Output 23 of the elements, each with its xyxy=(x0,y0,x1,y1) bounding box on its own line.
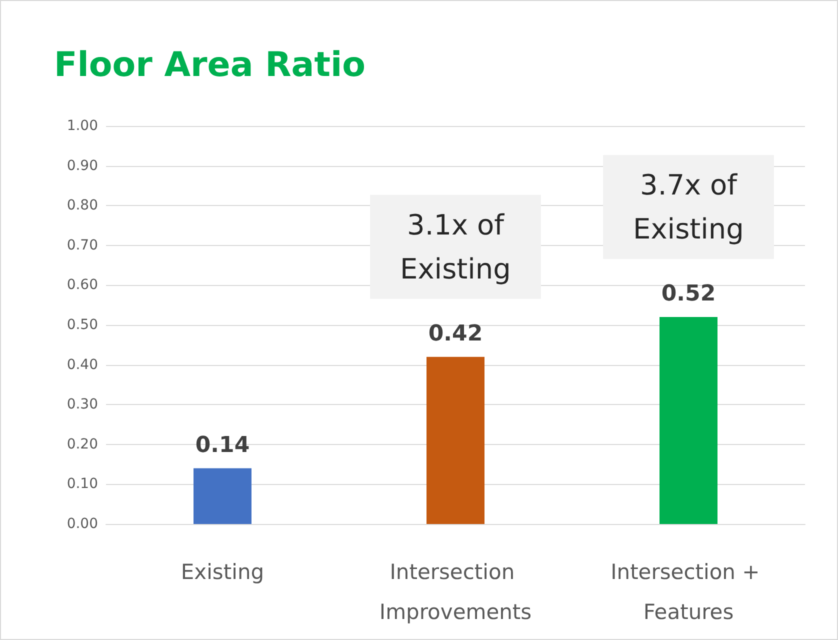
y-tick-label: 0.40 xyxy=(66,356,98,373)
y-tick-label: 0.90 xyxy=(66,158,98,174)
bar xyxy=(194,468,252,524)
x-tick-label: Intersection + Features xyxy=(610,560,766,624)
x-tick-label: Intersection Improvements xyxy=(379,560,532,624)
data-label: 0.14 xyxy=(195,432,250,458)
data-label: 0.52 xyxy=(661,282,716,307)
y-tick-label: 0.80 xyxy=(66,198,98,214)
data-label: 0.42 xyxy=(428,321,483,346)
y-tick-label: 0.60 xyxy=(66,277,98,294)
y-tick-label: 0.20 xyxy=(66,436,98,452)
y-tick-label: 0.70 xyxy=(66,237,98,254)
y-tick-label: 0.00 xyxy=(66,516,98,532)
y-tick-label: 1.00 xyxy=(66,118,98,134)
y-tick-label: 0.50 xyxy=(66,317,98,333)
y-tick-label: 0.30 xyxy=(66,396,98,413)
bar xyxy=(660,317,718,524)
y-tick-label: 0.10 xyxy=(66,476,98,492)
bar xyxy=(426,356,484,524)
annotation: 3.1x of Existing xyxy=(400,208,511,286)
annotation: 3.7x of Existing xyxy=(633,168,744,246)
x-tick-label: Existing xyxy=(180,560,264,584)
chart-title: Floor Area Ratio xyxy=(54,45,366,85)
